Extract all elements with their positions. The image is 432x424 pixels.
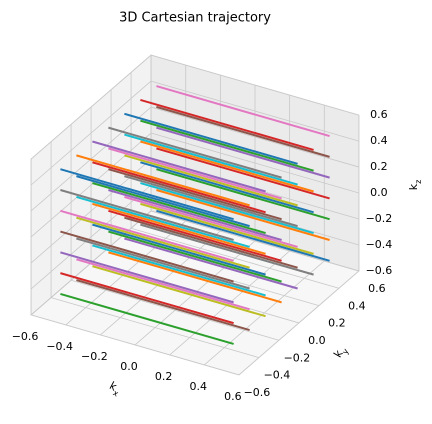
trajectory-line [76, 216, 250, 269]
z-tick-label: −0.4 [366, 238, 393, 251]
trajectory-line [140, 98, 314, 151]
trajectory-line [92, 223, 266, 276]
trajectory-line [156, 189, 330, 241]
grid-line [30, 184, 152, 290]
x-tick-label: 0.6 [224, 390, 242, 403]
grid-line [150, 184, 360, 246]
z-tick-label: 0.2 [370, 160, 388, 173]
trajectory-line [92, 202, 266, 255]
axis-label: ky [331, 343, 351, 361]
z-tick-label: 0.4 [370, 134, 388, 147]
grid-line [30, 314, 240, 376]
grid-line [30, 80, 152, 186]
chart-title: 3D Cartesian trajectory [119, 11, 271, 26]
y-tick-label: −0.6 [244, 386, 271, 399]
trajectory-line [124, 195, 298, 248]
trajectory-line [60, 272, 234, 325]
y-tick-label: 0.6 [368, 282, 386, 295]
trajectory-line [124, 216, 298, 269]
x-tick-label: 0.0 [120, 360, 138, 373]
grid-line [150, 132, 360, 194]
trajectory-line [156, 209, 330, 262]
grid-line [30, 132, 152, 238]
x-tick-label: −0.4 [46, 340, 73, 353]
trajectory-line [92, 161, 266, 214]
trajectory-line [92, 265, 266, 318]
grid-line [150, 54, 360, 116]
trajectory-line [156, 126, 330, 179]
trajectory-line [92, 182, 266, 235]
grid-line [50, 297, 260, 358]
y-tick-label: 0.4 [348, 299, 366, 312]
trajectory-line [108, 189, 282, 241]
trajectory-line [108, 251, 282, 304]
trajectory-line [124, 237, 298, 290]
trajectory-line [140, 140, 314, 193]
x-tick-label: −0.2 [81, 350, 108, 363]
trajectory-line [60, 168, 234, 221]
trajectory-line [108, 168, 282, 221]
trajectory-line [92, 140, 266, 193]
z-tick-label: −0.6 [366, 264, 393, 277]
trajectory-line [92, 244, 266, 297]
grid-line [70, 279, 280, 341]
trajectory-line [140, 119, 314, 172]
trajectory-line [124, 154, 298, 207]
trajectory-line [60, 251, 234, 304]
trajectory-line [156, 85, 330, 138]
trajectory-line [108, 147, 282, 200]
y-tick-label: −0.4 [264, 369, 291, 382]
trajectory-line [156, 105, 330, 158]
y-tick-label: 0.2 [328, 317, 346, 330]
trajectory-line [60, 230, 234, 283]
grid-line [30, 54, 152, 160]
axis-label: kz [407, 180, 423, 191]
trajectory-line [76, 154, 250, 207]
grid-line [150, 106, 360, 168]
trajectory-line [124, 112, 298, 165]
z-tick-label: 0.6 [370, 108, 388, 121]
trajectory-line [124, 133, 298, 186]
trajectory-line [156, 147, 330, 200]
y-tick-label: −0.2 [284, 351, 311, 364]
z-tick-label: −0.2 [366, 212, 393, 225]
trajectory-line [76, 279, 250, 332]
trajectory-line [76, 175, 250, 228]
x-tick-label: −0.6 [12, 330, 39, 343]
trajectory-line [140, 223, 314, 276]
x-tick-label: 0.2 [155, 370, 173, 383]
trajectory-line [60, 209, 234, 262]
grid-line [130, 227, 340, 289]
trajectory-line [76, 195, 250, 248]
trajectory-line [76, 237, 250, 290]
x-tick-label: 0.4 [190, 380, 208, 393]
grid-line [150, 80, 360, 142]
z-tick-label: 0.0 [370, 186, 388, 199]
y-tick-label: 0.0 [308, 334, 326, 347]
trajectory-line [76, 258, 250, 311]
trajectory-line [60, 292, 234, 345]
grid-line [150, 210, 360, 272]
trajectory-line [60, 189, 234, 241]
trajectory-line [140, 161, 314, 214]
trajectory-line [140, 202, 314, 255]
trajectory-line [108, 209, 282, 262]
trajectory-line [140, 182, 314, 235]
axis-label: kx [106, 379, 124, 398]
trajectory-line [156, 168, 330, 221]
trajectory-line [108, 126, 282, 179]
trajectory-line [108, 230, 282, 283]
trajectory-line [124, 175, 298, 228]
